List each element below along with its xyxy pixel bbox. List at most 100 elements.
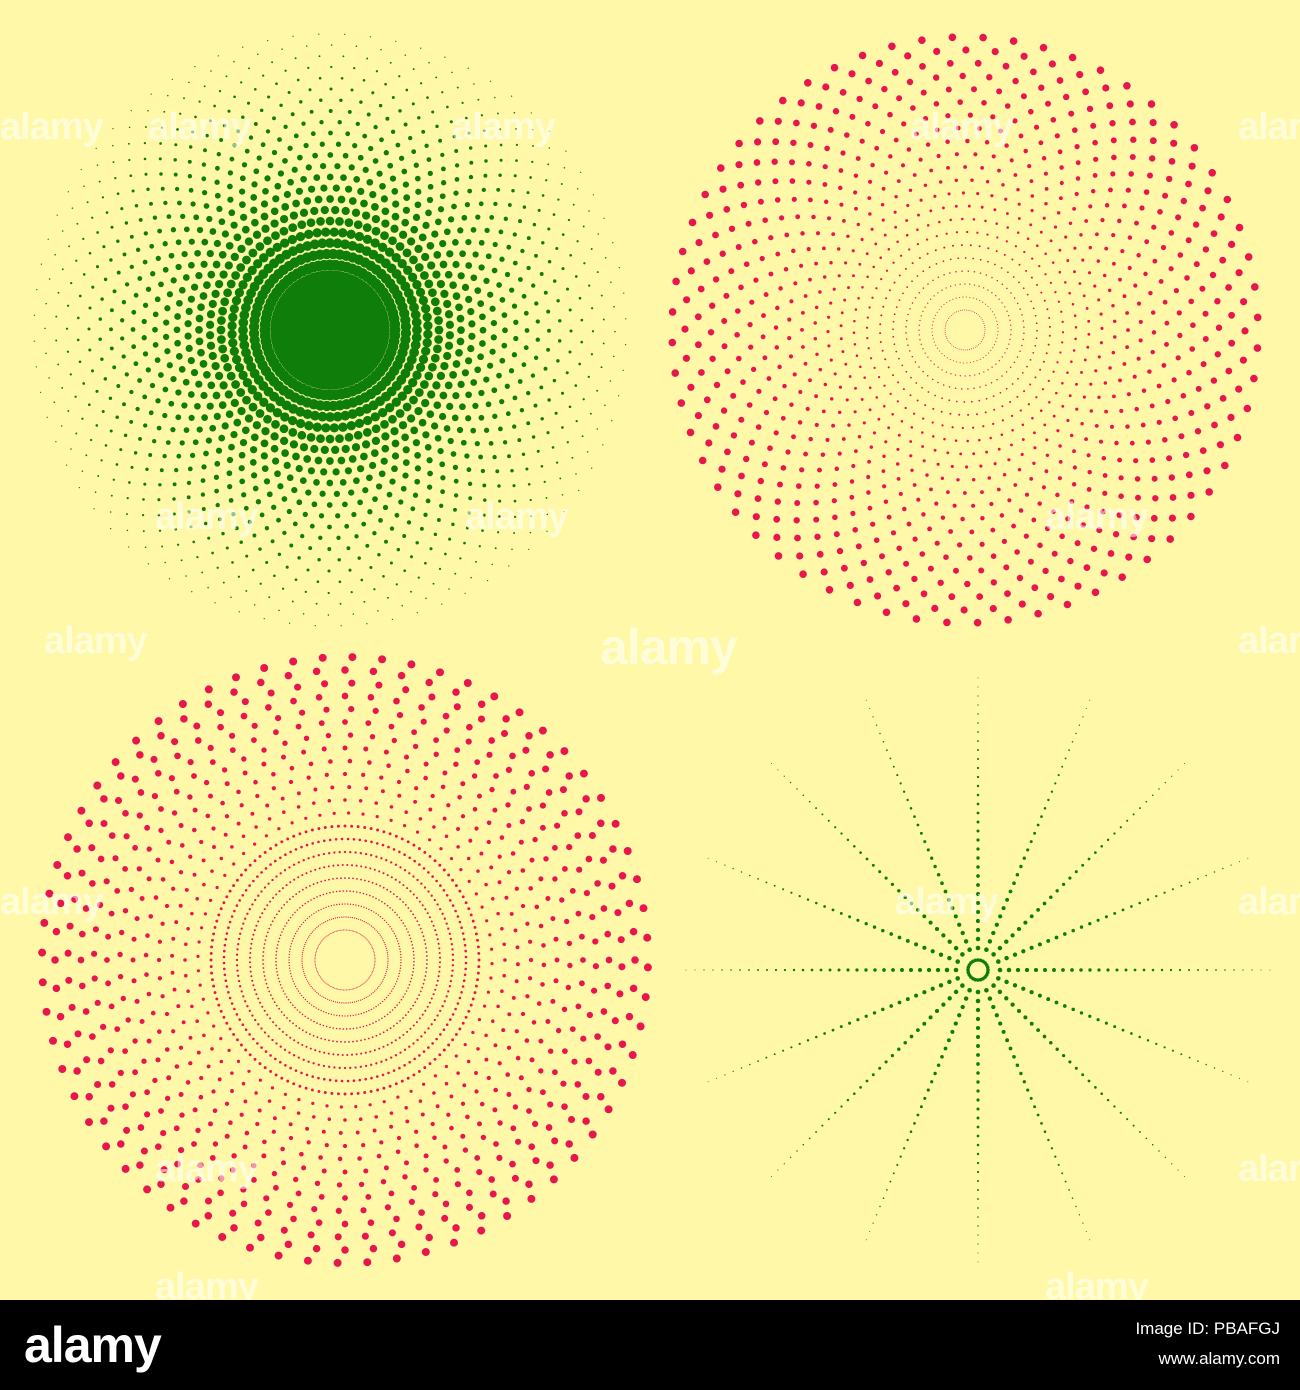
pattern-dot [342,55,345,58]
pattern-dot [373,966,375,968]
pattern-dot [207,744,214,752]
pattern-dot [401,433,409,442]
pattern-dot [435,76,438,79]
pattern-dot [860,237,864,242]
pattern-dot [433,251,442,259]
pattern-dot [379,1002,382,1004]
pattern-dot [359,1026,361,1029]
pattern-dot [89,880,96,887]
pattern-dot [171,1029,176,1034]
pattern-dot [353,176,361,183]
pattern-dot [244,1028,248,1031]
pattern-dot [568,405,572,409]
pattern-dot [557,198,560,201]
pattern-dot [180,213,186,220]
pattern-dot [225,985,229,988]
pattern-dot [301,964,303,966]
pattern-dot [310,985,312,988]
pattern-dot [386,763,391,769]
pattern-dot [304,1086,308,1090]
pattern-dot [859,365,862,369]
pattern-dot [869,445,874,449]
pattern-dot [456,1071,460,1075]
pattern-dot [976,593,984,600]
pattern-dot [261,912,264,915]
pattern-dot [335,1027,338,1030]
pattern-dot [1064,235,1068,239]
pattern-dot [250,975,253,978]
pattern-dot [375,1020,377,1023]
pattern-dot [1195,385,1202,392]
pattern-dot [316,969,318,971]
pattern-dot [1119,408,1124,413]
pattern-dot [400,837,404,841]
pattern-dot [281,587,285,590]
pattern-dot [103,377,108,381]
pattern-dot [800,328,804,332]
pattern-dot [580,1035,587,1042]
pattern-dot [430,1023,433,1026]
pattern-dot [358,985,360,988]
pattern-dot [992,395,995,397]
pattern-dot [397,975,400,977]
pattern-dot [93,781,102,790]
pattern-dot [918,366,920,368]
pattern-dot [1175,355,1181,361]
pattern-dot [859,138,865,144]
pattern-dot [255,409,265,418]
pattern-dot [382,1045,385,1048]
pattern-dot [419,526,424,531]
pattern-dot [1036,244,1039,247]
pattern-dot [104,444,108,447]
pattern-dot [387,994,389,997]
pattern-dot [912,536,918,542]
pattern-dot [469,160,474,165]
pattern-dot [129,1091,136,1098]
pattern-dot [929,168,934,173]
pattern-dot [241,1081,246,1086]
pattern-dot [324,981,326,983]
pattern-dot [297,928,300,930]
pattern-dot [259,1001,262,1004]
pattern-dot [247,519,252,525]
pattern-dot [150,93,152,95]
pattern-dot [299,925,301,928]
pattern-dot [261,1153,267,1159]
pattern-dot [372,926,374,928]
pattern-dot [266,986,269,989]
pattern-dot [933,341,935,343]
pattern-dot [360,199,368,208]
pattern-dot [321,1168,327,1174]
pattern-dot [1214,298,1221,305]
pattern-dot [433,1018,436,1022]
pattern-dot [596,428,599,430]
pattern-dot [425,498,431,504]
pattern-dot [551,1137,559,1145]
pattern-dot [293,1039,296,1042]
pattern-dot [184,887,189,892]
pattern-dot [391,465,398,473]
pattern-dot [512,232,517,237]
pattern-dot [1093,284,1097,288]
pattern-dot [348,568,352,572]
pattern-dot [843,298,847,302]
pattern-dot [1100,569,1108,577]
pattern-dot [178,1147,185,1154]
pattern-dot [207,270,216,279]
pattern-dot [383,1015,386,1018]
pattern-dot [569,1026,576,1032]
pattern-dot [42,1007,51,1016]
pattern-dot [466,1059,471,1064]
pattern-dot [1024,492,1030,497]
pattern-dot [1136,253,1141,258]
pattern-dot [909,440,913,443]
pattern-dot [316,1036,319,1039]
pattern-dot [1029,477,1034,481]
pattern-dot [1013,361,1016,364]
pattern-dot [412,439,421,447]
pattern-dot [356,1040,358,1042]
pattern-dot [249,446,258,454]
pattern-dot [976,231,979,234]
pattern-dot [396,1135,402,1141]
pattern-dot [945,113,951,119]
